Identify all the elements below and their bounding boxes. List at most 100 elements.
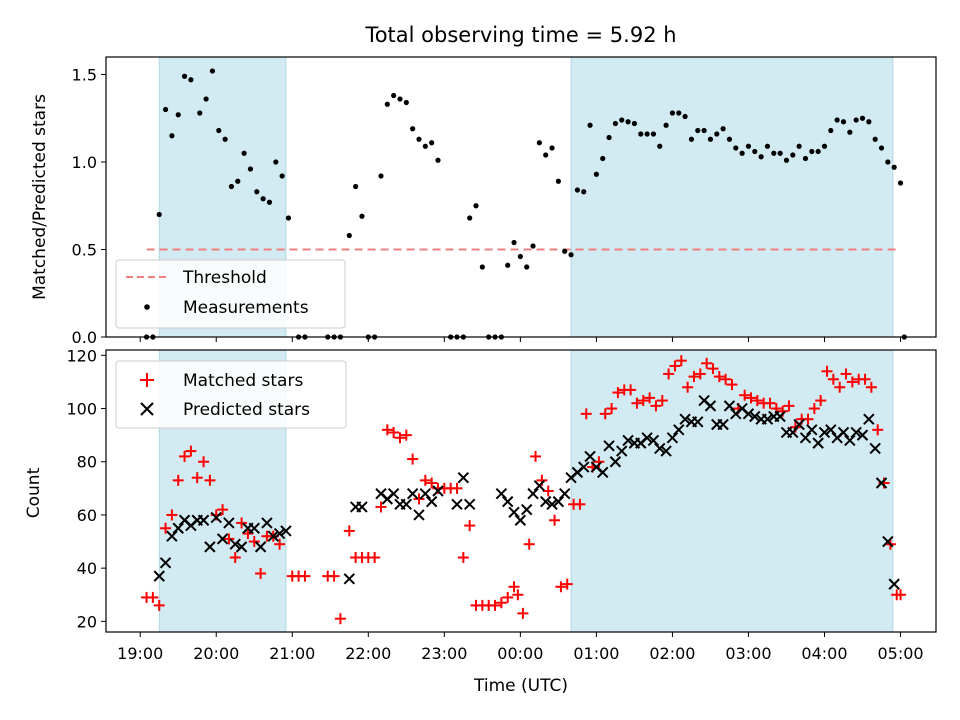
- predicted-star-point: [774, 410, 786, 423]
- measurement-point: [783, 157, 790, 163]
- matched-star-point: [369, 552, 381, 564]
- bottom-x-ticks: 19:00 20:00 21:00 22:00 23:00 00:00 01:00 02:00…: [117, 632, 924, 663]
- predicted-star-point: [875, 477, 888, 489]
- matched-star-point: [166, 509, 178, 521]
- matched-star-point: [675, 355, 687, 367]
- measurement-point: [162, 106, 169, 113]
- measurement-point: [410, 126, 416, 132]
- predicted-star-point: [419, 487, 432, 500]
- predicted-star-point: [540, 495, 552, 508]
- predicted-star-point: [616, 445, 628, 457]
- x-tick-label: 00:00: [497, 644, 543, 663]
- matched-star-point: [802, 413, 814, 425]
- predicted-star-point: [812, 437, 824, 449]
- measurement-point: [279, 173, 285, 179]
- measurement-point: [416, 136, 422, 142]
- predicted-star-point: [742, 408, 755, 420]
- predicted-star-point: [166, 530, 178, 542]
- matched-star-point: [764, 397, 776, 409]
- measurement-point: [517, 253, 523, 260]
- predicted-star-point: [501, 495, 514, 508]
- matched-star-point: [517, 607, 529, 619]
- matched-star-point: [451, 482, 463, 494]
- measurement-point: [840, 119, 847, 125]
- predicted-star-point: [546, 498, 558, 511]
- matched-star-point: [895, 589, 907, 601]
- y-tick-label: 0.0: [72, 328, 97, 347]
- measurement-point: [821, 143, 828, 149]
- measurement-point: [241, 150, 247, 156]
- predicted-star-point: [223, 517, 235, 529]
- predicted-star-point: [533, 479, 546, 492]
- measurement-point: [403, 99, 409, 106]
- measurement-point: [726, 136, 733, 142]
- measurement-point: [650, 131, 657, 137]
- measurement-point: [631, 120, 638, 127]
- measurement-point: [644, 131, 650, 137]
- predicted-star-point: [527, 487, 539, 500]
- matched-star-point: [688, 371, 700, 383]
- predicted-star-point: [235, 541, 248, 553]
- measurement-point: [228, 183, 235, 190]
- y-tick-label: 40: [77, 559, 97, 578]
- matched-star-point: [865, 381, 877, 393]
- measurement-point: [828, 127, 834, 134]
- matched-star-point: [407, 453, 419, 465]
- measurement-point: [847, 129, 853, 135]
- shaded-interval: [570, 56, 894, 338]
- matched-star-point: [846, 376, 858, 388]
- legend-measurements-label: Measurements: [183, 298, 309, 318]
- measurement-point: [247, 166, 254, 172]
- bottom-legend: Matched stars Predicted stars: [115, 360, 347, 429]
- x-tick-label: 01:00: [573, 644, 619, 663]
- measurement-point: [197, 110, 203, 116]
- predicted-star-point: [749, 410, 761, 423]
- measurement-point: [758, 154, 764, 160]
- predicted-star-point: [844, 434, 856, 447]
- predicted-star-point: [520, 503, 533, 516]
- predicted-star-point: [343, 573, 356, 585]
- shaded-interval: [570, 349, 894, 633]
- measurement-point: [688, 136, 695, 142]
- measurement-point: [720, 126, 726, 132]
- measurement-point: [524, 264, 530, 270]
- matched-star-point: [612, 387, 624, 399]
- measurement-point: [676, 110, 682, 116]
- predicted-star-point: [432, 485, 444, 497]
- x-tick-label: 03:00: [725, 644, 771, 663]
- measurement-point: [391, 92, 397, 99]
- matched-star-point: [394, 432, 406, 444]
- top-shaded-regions: [158, 56, 894, 338]
- measurement-points: [143, 68, 907, 340]
- measurement-point: [695, 127, 701, 134]
- predicted-star-point: [654, 442, 666, 455]
- predicted-star-point: [825, 424, 837, 436]
- predicted-star-point: [159, 557, 172, 569]
- matched-star-point: [713, 371, 725, 383]
- matched-star-point: [426, 477, 438, 489]
- matched-star-point: [204, 474, 216, 486]
- matched-star-point: [650, 400, 662, 412]
- measurement-point: [543, 152, 549, 158]
- matched-star-point: [489, 599, 501, 611]
- matched-star-point: [457, 552, 469, 564]
- predicted-star-point: [216, 533, 229, 545]
- y-tick-label: 1.5: [72, 66, 97, 85]
- measurement-point: [593, 171, 599, 177]
- matched-star-point: [160, 522, 172, 534]
- predicted-star-point: [451, 498, 463, 511]
- matched-star-point: [400, 429, 412, 441]
- measurement-point: [733, 145, 739, 151]
- measurement-point: [209, 68, 216, 74]
- measurement-point: [175, 112, 181, 118]
- measurement-point: [435, 157, 441, 163]
- predicted-star-point: [463, 498, 476, 511]
- matched-star-point: [834, 381, 846, 393]
- predicted-star-point: [508, 506, 520, 518]
- matched-star-point: [580, 408, 592, 420]
- legend-predicted-swatch: [140, 402, 154, 416]
- measurement-point: [273, 159, 279, 165]
- predicted-star-point: [869, 442, 881, 455]
- measurement-point: [600, 155, 606, 162]
